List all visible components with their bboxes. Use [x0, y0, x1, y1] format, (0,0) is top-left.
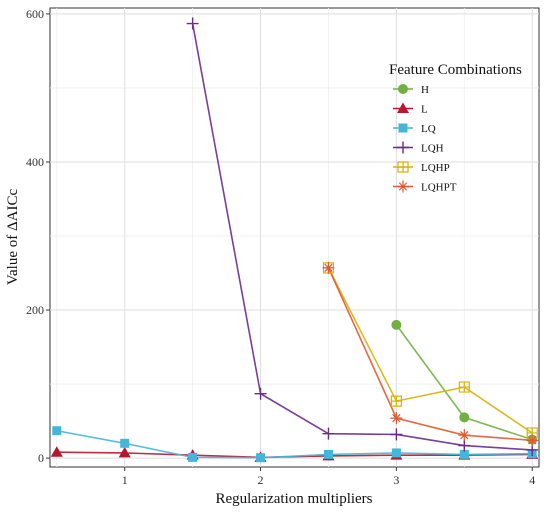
legend-label-l: L — [421, 104, 428, 116]
series-line-lqhpt — [327, 267, 533, 442]
legend-key-marker-lqh — [397, 141, 409, 154]
data-point-lqh — [186, 17, 199, 30]
y-tick-label: 0 — [38, 451, 44, 465]
data-point-lq — [120, 438, 130, 448]
legend-label-lqhpt: LQHPT — [421, 182, 457, 194]
data-point-lq — [188, 452, 198, 462]
legend-label-lqh: LQH — [421, 143, 444, 155]
series-line-lq — [56, 429, 533, 459]
data-point-lq — [323, 449, 333, 459]
legend-key-marker-l — [397, 102, 409, 113]
data-point-lqh — [254, 387, 267, 400]
legend-label-lqhp: LQHP — [421, 162, 450, 174]
y-axis-title: Value of ΔAICc — [5, 189, 21, 286]
data-point-lqh — [322, 427, 335, 440]
x-axis-title: Regularization multipliers — [215, 491, 372, 507]
legend-label-h: H — [421, 84, 429, 96]
legend-key-marker-lqhpt — [397, 180, 409, 193]
y-tick-label: 400 — [26, 155, 44, 169]
series-line-lqh — [191, 23, 533, 451]
data-point-lqhp — [458, 381, 470, 393]
marker-layer — [50, 17, 539, 463]
data-point-h — [459, 412, 470, 423]
legend-key-marker-h — [398, 84, 408, 94]
data-point-lqh — [390, 428, 403, 441]
data-point-lqhpt — [322, 261, 335, 274]
data-point-lqhpt — [390, 412, 403, 425]
legend-label-lq: LQ — [421, 123, 436, 135]
data-point-lqh — [458, 439, 471, 452]
data-point-l — [50, 446, 63, 457]
plot-panel — [49, 7, 540, 468]
x-tick-label: 2 — [258, 473, 264, 487]
data-point-h — [391, 319, 402, 330]
x-tick-label: 4 — [529, 473, 535, 487]
data-point-lqhp — [390, 395, 402, 407]
ticks: 1 2 3 4 0 200 400 600 — [26, 7, 535, 487]
data-point-lq — [459, 449, 469, 459]
y-tick-label: 200 — [26, 303, 44, 317]
x-tick-label: 1 — [122, 473, 128, 487]
data-point-l — [118, 446, 131, 458]
legend: Feature Combinations HL LQ LQH LQHP LQHPT — [389, 62, 522, 194]
series-line-lqhp — [327, 267, 533, 434]
data-point-lqhpt — [526, 434, 539, 447]
x-tick-label: 3 — [393, 473, 399, 487]
legend-key-marker-lq — [398, 123, 408, 133]
data-point-lq — [256, 453, 266, 463]
legend-title: Feature Combinations — [389, 62, 522, 78]
y-tick-label: 600 — [26, 7, 44, 21]
legend-key-marker-lqhp — [397, 161, 409, 173]
data-point-lq — [391, 448, 401, 458]
data-point-lqhpt — [458, 429, 471, 442]
data-point-lq — [52, 426, 62, 436]
series-layer — [56, 23, 533, 459]
